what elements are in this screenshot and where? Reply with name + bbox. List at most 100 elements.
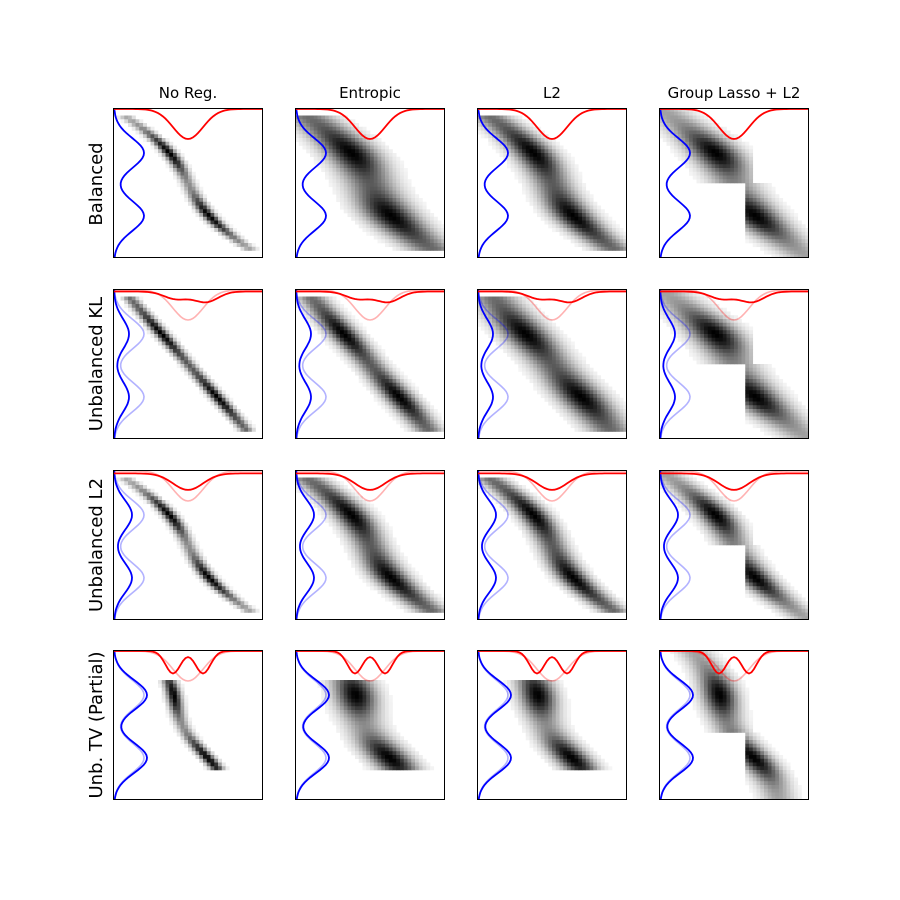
plan-cell bbox=[373, 371, 378, 376]
plan-cell bbox=[552, 138, 557, 143]
plan-cell bbox=[518, 311, 523, 316]
plan-cell bbox=[548, 337, 553, 342]
plan-cell bbox=[555, 401, 560, 406]
plan-cell bbox=[559, 145, 564, 150]
plan-cell bbox=[503, 296, 508, 301]
plan-cell bbox=[548, 141, 553, 146]
plan-cell bbox=[514, 311, 519, 316]
plan-cell bbox=[685, 115, 690, 120]
plan-cell bbox=[150, 315, 155, 320]
plan-cell bbox=[165, 526, 170, 531]
plan-cell bbox=[760, 183, 765, 188]
plan-cell bbox=[173, 515, 178, 520]
plan-cell bbox=[396, 224, 401, 229]
plan-cell bbox=[418, 416, 423, 421]
plan-cell bbox=[388, 149, 393, 154]
plan-cell bbox=[370, 530, 375, 535]
plan-cell bbox=[514, 130, 519, 135]
plan-cell bbox=[548, 349, 553, 354]
plan-cell bbox=[210, 578, 215, 583]
plan-cell bbox=[529, 190, 534, 195]
plan-cell bbox=[347, 156, 352, 161]
plan-cell bbox=[362, 526, 367, 531]
plan-cell bbox=[597, 405, 602, 410]
plan-cell bbox=[411, 427, 416, 432]
plan-cell bbox=[782, 209, 787, 214]
plan-cell bbox=[373, 582, 378, 587]
plan-cell bbox=[188, 194, 193, 199]
plan-cell bbox=[328, 477, 333, 482]
plan-cell bbox=[681, 341, 686, 346]
plan-cell bbox=[767, 194, 772, 199]
plan-cell bbox=[608, 420, 613, 425]
plan-cell bbox=[764, 224, 769, 229]
plan-cell bbox=[358, 556, 363, 561]
plan-cell bbox=[484, 119, 489, 124]
plan-cell bbox=[522, 141, 527, 146]
plan-cell bbox=[704, 171, 709, 176]
plan-cell bbox=[392, 409, 397, 414]
plan-cell bbox=[377, 220, 382, 225]
plan-cell bbox=[328, 511, 333, 516]
plan-cell bbox=[206, 567, 211, 572]
plan-cell bbox=[782, 243, 787, 248]
plan-cell bbox=[415, 424, 420, 429]
plan-cell bbox=[582, 405, 587, 410]
plan-cell bbox=[161, 334, 166, 339]
plan-cell bbox=[559, 401, 564, 406]
plan-cell bbox=[619, 416, 624, 421]
plan-cell bbox=[771, 243, 776, 248]
plan-cell bbox=[343, 123, 348, 128]
plan-cell bbox=[677, 330, 682, 335]
plan-cell bbox=[351, 345, 356, 350]
plan-cell bbox=[615, 228, 620, 233]
plan-cell bbox=[612, 401, 617, 406]
plan-cell bbox=[351, 349, 356, 354]
plan-cell bbox=[522, 186, 527, 191]
plan-cell bbox=[782, 405, 787, 410]
plan-cell bbox=[764, 205, 769, 210]
plan-cell bbox=[400, 420, 405, 425]
plan-cell bbox=[180, 183, 185, 188]
plan-cell bbox=[225, 593, 230, 598]
plan-cell bbox=[790, 213, 795, 218]
plan-cell bbox=[555, 394, 560, 399]
plan-cell bbox=[563, 213, 568, 218]
plan-cell bbox=[685, 322, 690, 327]
plan-cell bbox=[518, 322, 523, 327]
plan-cell bbox=[537, 183, 542, 188]
plan-cell bbox=[381, 164, 386, 169]
plan-cell bbox=[722, 345, 727, 350]
plan-cell bbox=[548, 375, 553, 380]
plan-cell bbox=[734, 171, 739, 176]
panel-2-1 bbox=[295, 470, 445, 620]
plan-cell bbox=[737, 360, 742, 365]
plan-cell bbox=[589, 386, 594, 391]
plan-cell bbox=[722, 156, 727, 161]
plan-cell bbox=[388, 239, 393, 244]
transport-plan-heatmap bbox=[477, 296, 627, 432]
plan-cell bbox=[321, 503, 326, 508]
plan-cell bbox=[336, 315, 341, 320]
plan-cell bbox=[403, 382, 408, 387]
plan-cell bbox=[336, 164, 341, 169]
plan-cell bbox=[165, 337, 170, 342]
plan-cell bbox=[400, 405, 405, 410]
plan-cell bbox=[188, 552, 193, 557]
plan-cell bbox=[529, 183, 534, 188]
plan-cell bbox=[704, 138, 709, 143]
panel-svg-2-0 bbox=[113, 470, 263, 620]
plan-cell bbox=[767, 201, 772, 206]
plan-cell bbox=[677, 153, 682, 158]
plan-cell bbox=[771, 216, 776, 221]
plan-cell bbox=[206, 582, 211, 587]
plan-cell bbox=[805, 228, 809, 233]
plan-cell bbox=[176, 156, 181, 161]
plan-cell bbox=[388, 382, 393, 387]
plan-cell bbox=[328, 492, 333, 497]
plan-cell bbox=[233, 601, 238, 606]
plan-cell bbox=[381, 209, 386, 214]
plan-cell bbox=[677, 311, 682, 316]
plan-cell bbox=[343, 307, 348, 312]
plan-cell bbox=[400, 578, 405, 583]
